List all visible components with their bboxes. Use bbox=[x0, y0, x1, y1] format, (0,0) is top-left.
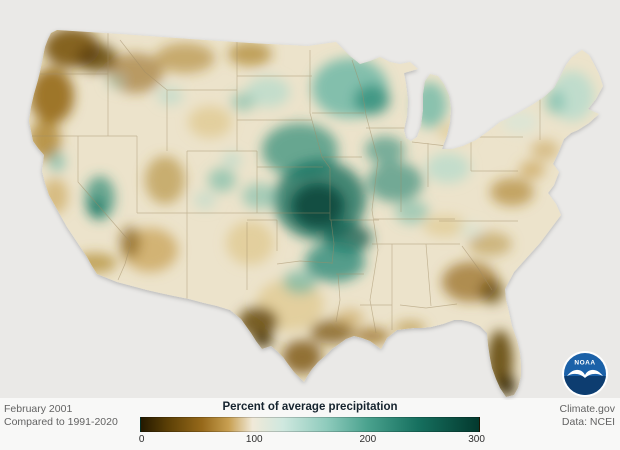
footer-right: Climate.gov Data: NCEI bbox=[560, 403, 615, 428]
legend-tick-0: 0 bbox=[138, 434, 145, 445]
map-period: February 2001 bbox=[4, 403, 73, 415]
noaa-logo: NOAA bbox=[562, 351, 608, 397]
noaa-logo-text: NOAA bbox=[574, 360, 595, 367]
legend-ticks: 0 100 200 300 bbox=[138, 434, 485, 446]
us-precipitation-map bbox=[29, 30, 603, 397]
noaa-emblem-icon: NOAA bbox=[562, 351, 608, 397]
credit-site: Climate.gov bbox=[559, 403, 615, 415]
legend-colorbar bbox=[140, 417, 480, 432]
legend-tick-200: 200 bbox=[359, 434, 377, 445]
state-boundaries bbox=[32, 30, 541, 334]
legend: Percent of average precipitation 0 100 2… bbox=[138, 401, 485, 446]
noaa-seagull-icon bbox=[567, 369, 603, 378]
legend-title: Percent of average precipitation bbox=[222, 401, 398, 413]
footer-left: February 2001 Compared to 1991-2020 bbox=[4, 403, 118, 428]
credit-data-source: Data: NCEI bbox=[561, 415, 615, 428]
legend-tick-100: 100 bbox=[245, 434, 263, 445]
map-baseline: Compared to 1991-2020 bbox=[4, 415, 118, 428]
legend-tick-300: 300 bbox=[468, 434, 485, 445]
